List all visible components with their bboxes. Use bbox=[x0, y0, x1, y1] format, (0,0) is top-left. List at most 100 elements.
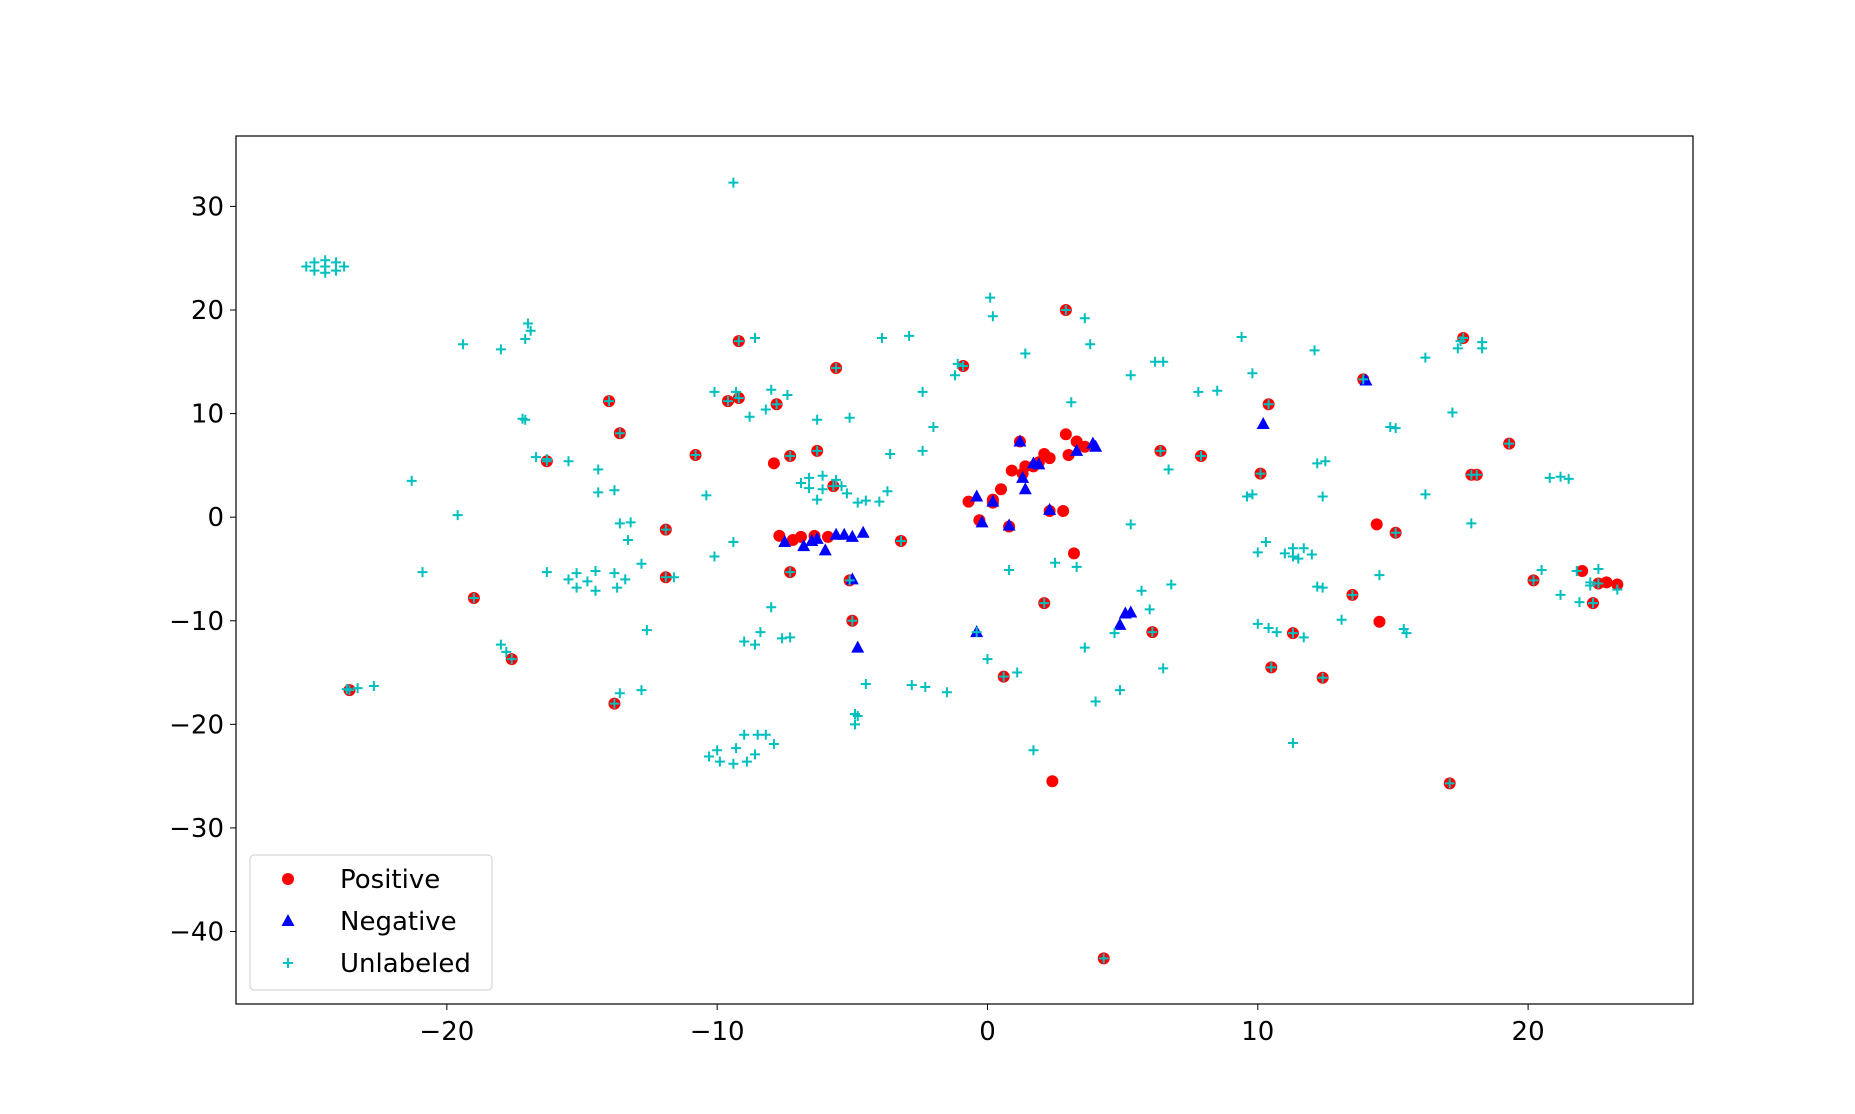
point bbox=[660, 524, 671, 535]
point bbox=[821, 530, 834, 543]
point bbox=[760, 729, 771, 740]
point bbox=[541, 456, 552, 467]
point bbox=[1600, 576, 1613, 589]
point bbox=[917, 445, 928, 456]
point bbox=[522, 318, 533, 329]
point bbox=[1374, 570, 1385, 581]
point bbox=[804, 472, 815, 483]
point bbox=[768, 739, 779, 750]
point bbox=[1090, 696, 1101, 707]
point bbox=[985, 292, 996, 303]
point bbox=[636, 685, 647, 696]
legend-marker bbox=[283, 958, 293, 968]
point bbox=[852, 497, 863, 508]
point bbox=[733, 336, 744, 347]
point bbox=[1078, 440, 1091, 453]
point bbox=[609, 698, 620, 709]
point bbox=[962, 495, 975, 508]
point bbox=[1114, 685, 1125, 696]
y-tick-label: 30 bbox=[191, 192, 224, 222]
point bbox=[1563, 473, 1574, 484]
point bbox=[810, 531, 824, 544]
point bbox=[1070, 443, 1084, 456]
point bbox=[590, 566, 601, 577]
point bbox=[1536, 565, 1547, 575]
point bbox=[1085, 339, 1096, 350]
point bbox=[750, 639, 761, 650]
point bbox=[1373, 615, 1386, 628]
point bbox=[1196, 451, 1207, 462]
point bbox=[1336, 614, 1347, 625]
point bbox=[1124, 605, 1138, 618]
point bbox=[958, 360, 969, 371]
point bbox=[797, 539, 811, 552]
point bbox=[1574, 597, 1585, 608]
point bbox=[690, 450, 701, 461]
point bbox=[495, 344, 506, 355]
point bbox=[1113, 617, 1127, 630]
legend-frame bbox=[249, 854, 493, 991]
point bbox=[1012, 667, 1023, 678]
point bbox=[1050, 557, 1061, 568]
point bbox=[604, 396, 615, 407]
point bbox=[904, 330, 915, 341]
point bbox=[1447, 407, 1458, 418]
point bbox=[1158, 663, 1169, 674]
point bbox=[1528, 575, 1539, 586]
point bbox=[794, 530, 807, 543]
point bbox=[1236, 331, 1247, 342]
point bbox=[1370, 518, 1383, 531]
point bbox=[777, 633, 788, 644]
point bbox=[812, 494, 823, 505]
point bbox=[1125, 519, 1136, 530]
point bbox=[986, 494, 1000, 507]
point bbox=[975, 515, 989, 528]
y-tick-label: −20 bbox=[169, 710, 224, 740]
point bbox=[1057, 504, 1070, 517]
point bbox=[1317, 491, 1328, 502]
point bbox=[1004, 565, 1015, 575]
point bbox=[1098, 953, 1109, 964]
point bbox=[1039, 598, 1050, 609]
point bbox=[731, 743, 742, 754]
point bbox=[563, 456, 574, 467]
point bbox=[906, 679, 917, 690]
point bbox=[1312, 581, 1323, 592]
point bbox=[1062, 449, 1075, 462]
point bbox=[1043, 502, 1057, 515]
point bbox=[1166, 579, 1177, 590]
point bbox=[920, 682, 931, 693]
point bbox=[1260, 537, 1271, 548]
point bbox=[856, 525, 870, 538]
x-tick-label: 10 bbox=[1241, 1017, 1274, 1047]
point bbox=[1293, 553, 1304, 564]
point bbox=[1043, 452, 1056, 465]
point bbox=[593, 487, 604, 498]
point bbox=[755, 627, 766, 638]
point bbox=[970, 489, 984, 502]
point bbox=[831, 363, 842, 374]
point bbox=[950, 370, 961, 381]
point bbox=[860, 495, 871, 506]
point bbox=[812, 414, 823, 425]
point bbox=[882, 486, 893, 497]
legend-label: Positive bbox=[340, 865, 440, 895]
point bbox=[525, 325, 536, 336]
point bbox=[785, 567, 796, 578]
point bbox=[1309, 345, 1320, 356]
point bbox=[709, 386, 720, 397]
point bbox=[741, 756, 752, 767]
point bbox=[614, 428, 625, 439]
point bbox=[1401, 628, 1412, 639]
point bbox=[636, 558, 647, 569]
point bbox=[852, 711, 863, 722]
point bbox=[952, 358, 963, 369]
point bbox=[928, 422, 939, 433]
point bbox=[785, 632, 796, 643]
point bbox=[614, 688, 625, 699]
point bbox=[609, 485, 620, 496]
point bbox=[1147, 627, 1158, 638]
y-tick-label: −10 bbox=[169, 607, 224, 637]
legend: Positive Negative Unlabeled bbox=[249, 854, 493, 991]
